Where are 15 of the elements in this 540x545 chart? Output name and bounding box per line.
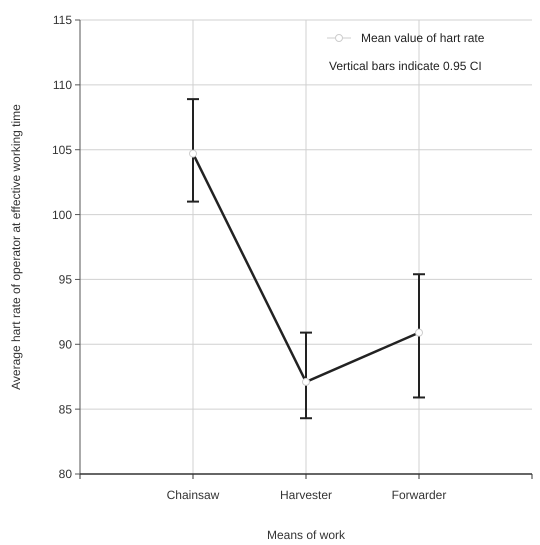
- legend-label: Mean value of hart rate: [361, 31, 485, 46]
- y-axis-title: Average hart rate of operator at effective working time: [9, 104, 23, 390]
- y-tick-label: 95: [58, 272, 72, 287]
- y-tick-label: 90: [58, 337, 72, 352]
- x-tick-label: Forwarder: [392, 488, 446, 502]
- x-tick-label: Chainsaw: [166, 488, 220, 502]
- x-axis-title: Means of work: [266, 528, 346, 542]
- annotation: Vertical bars indicate 0.95 CI: [329, 59, 482, 74]
- y-tick-label: 110: [52, 78, 72, 92]
- y-tick-label: 105: [52, 142, 72, 157]
- x-tick-label: Harvester: [280, 488, 332, 502]
- y-tick-label: 100: [52, 208, 72, 222]
- y-tick-label: 80: [58, 467, 72, 482]
- y-tick-label: 85: [58, 402, 72, 416]
- y-tick-label: 115: [52, 13, 72, 28]
